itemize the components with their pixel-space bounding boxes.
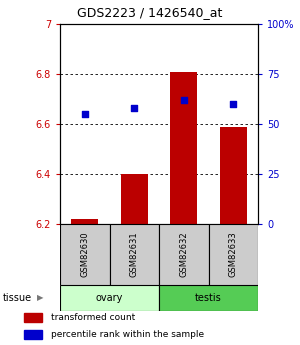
Bar <box>220 127 247 224</box>
Text: GSM82633: GSM82633 <box>229 231 238 277</box>
Bar <box>121 174 148 224</box>
Text: GSM82632: GSM82632 <box>179 231 188 277</box>
Point <box>231 101 236 107</box>
Bar <box>159 224 208 285</box>
Bar <box>170 72 197 224</box>
Point <box>182 97 186 103</box>
Bar <box>71 219 98 224</box>
Text: GSM82630: GSM82630 <box>80 231 89 277</box>
Bar <box>159 285 258 310</box>
Bar <box>60 285 159 310</box>
Point <box>82 111 87 117</box>
Point <box>132 106 137 111</box>
Bar <box>110 224 159 285</box>
Bar <box>24 313 42 322</box>
Text: ▶: ▶ <box>37 293 44 302</box>
Text: GSM82631: GSM82631 <box>130 231 139 277</box>
Bar <box>208 224 258 285</box>
Bar <box>60 224 110 285</box>
Text: GDS2223 / 1426540_at: GDS2223 / 1426540_at <box>77 6 223 19</box>
Text: transformed count: transformed count <box>51 313 135 322</box>
Bar <box>24 330 42 339</box>
Text: testis: testis <box>195 293 222 303</box>
Text: percentile rank within the sample: percentile rank within the sample <box>51 330 204 339</box>
Text: ovary: ovary <box>96 293 123 303</box>
Text: tissue: tissue <box>3 293 32 303</box>
